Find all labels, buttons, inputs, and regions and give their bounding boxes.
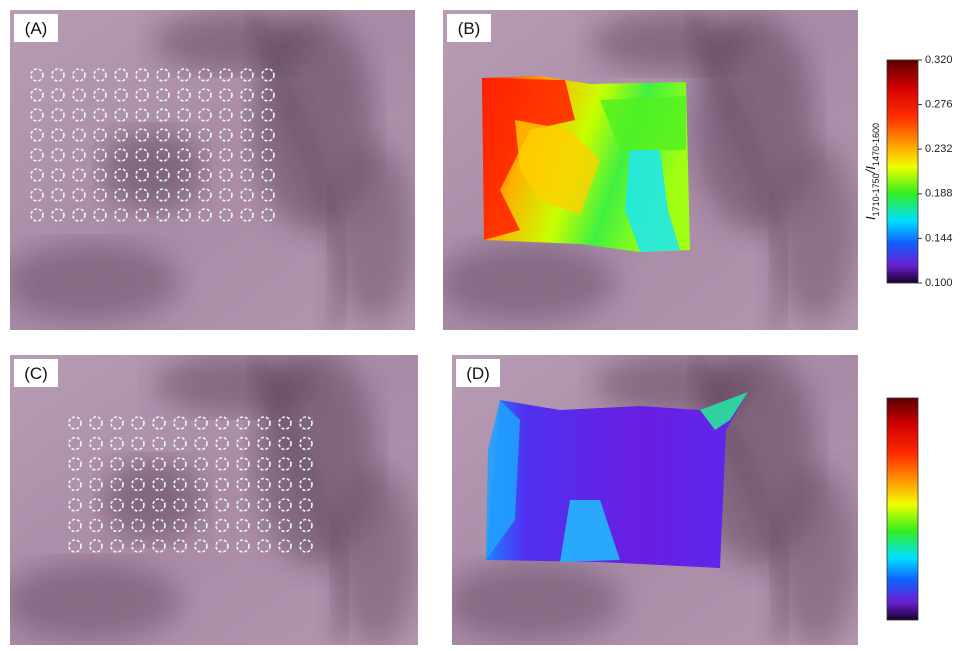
panel-label: (A) xyxy=(25,19,48,38)
tissue-shadow xyxy=(777,144,857,324)
tissue-shadow xyxy=(777,468,857,648)
heatmap-d xyxy=(486,392,748,568)
micrograph: (C) xyxy=(2,347,418,649)
tissue-shadow xyxy=(443,562,623,642)
tissue-shadow xyxy=(335,144,415,324)
colorbar-bottom xyxy=(887,398,918,620)
tissue-shadow xyxy=(154,354,314,414)
colorbar-tick-label: 0.100 xyxy=(925,277,953,289)
panels: (A) (B) (C) (D) xyxy=(1,10,858,648)
tissue-shadow xyxy=(436,242,616,322)
colorbar-label: I1710-1750/I1470-1600 xyxy=(863,123,881,220)
label-subscript: 1470-1600 xyxy=(871,123,881,166)
tissue-shadow xyxy=(153,12,313,72)
tissue-shadow xyxy=(337,468,417,648)
colorbar-tick-label: 0.232 xyxy=(925,143,953,155)
colorbar-top: 0.320 0.276 0.232 0.188 0.144 0.100 I1710-1750… xyxy=(863,54,953,289)
panel-label: (D) xyxy=(466,364,490,383)
tissue-shadow xyxy=(2,562,182,642)
heatmap-b xyxy=(482,76,690,252)
colorbar-tick-label: 0.276 xyxy=(925,99,953,111)
tissue-shadow xyxy=(591,12,751,72)
tissue-shadow xyxy=(1,242,181,322)
panel-label: (B) xyxy=(458,19,481,38)
colorbar-tick-label: 0.144 xyxy=(925,232,953,244)
colorbar xyxy=(887,60,918,283)
panel-label: (C) xyxy=(24,364,48,383)
colorbar-tick-label: 0.188 xyxy=(925,188,953,200)
label-subscript: 1710-1750 xyxy=(871,173,881,216)
figure: (A)(B)(C)(D) 0.3200.2760.2320.1880.1440.… xyxy=(0,0,965,651)
colorbar xyxy=(887,398,918,620)
colorbar-tick-label: 0.320 xyxy=(925,54,953,66)
